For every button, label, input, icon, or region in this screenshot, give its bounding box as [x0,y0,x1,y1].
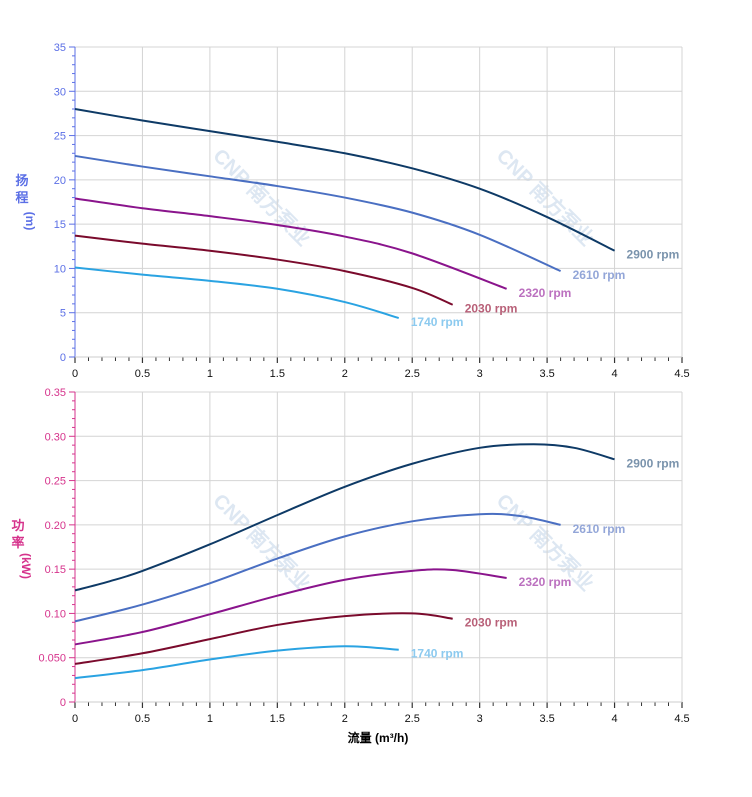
series-label: 2030 rpm [465,616,518,630]
x-axis-label: 流量 (m³/h) [348,730,409,745]
series-label: 2610 rpm [573,268,626,282]
series-label: 2900 rpm [627,456,680,470]
y-tick-label: 15 [54,219,66,231]
x-tick-label: 2 [342,713,348,725]
series-label: 1740 rpm [411,647,464,661]
x-tick-label: 4 [611,368,617,380]
y-tick-label: 0.050 [38,653,66,665]
series-line-2900-rpm [74,108,616,252]
y-tick-label: 0.15 [45,564,66,576]
series-label: 2610 rpm [573,522,626,536]
series-line-2320-rpm [74,568,507,646]
series-line-2610-rpm [74,512,561,623]
y-axis-label: 功 [11,518,24,533]
y-tick-label: 35 [54,42,66,54]
y-tick-label: 0.30 [45,431,66,443]
series-line-2320-rpm [74,197,507,290]
y-tick-label: 0.25 [45,476,66,488]
watermark-logo: CNP 南方泵业 [209,144,316,251]
x-tick-label: 3.5 [539,368,554,380]
x-tick-label: 1 [207,368,213,380]
y-tick-label: 0.35 [45,387,66,399]
x-tick-label: 4.5 [674,368,689,380]
y-axis-unit: (m) [23,212,37,231]
x-tick-label: 0 [72,713,78,725]
y-tick-label: 30 [54,86,66,98]
y-tick-label: 0.20 [45,520,66,532]
x-tick-label: 2.5 [405,713,420,725]
y-tick-label: 0 [60,697,66,709]
y-axis-label: 率 [11,535,24,550]
x-tick-label: 0 [72,368,78,380]
series-line-1740-rpm [74,266,400,319]
x-tick-label: 1.5 [270,368,285,380]
series-line-2030-rpm [74,612,453,665]
x-tick-label: 0.5 [135,713,150,725]
series-label: 2320 rpm [519,575,572,589]
y-tick-label: 25 [54,131,66,143]
y-tick-label: 20 [54,175,66,187]
y-axis-unit: (kW) [19,553,33,579]
y-tick-label: 10 [54,263,66,275]
x-tick-label: 3 [477,713,483,725]
series-line-2610-rpm [74,154,562,272]
series-label: 2900 rpm [627,248,680,262]
x-tick-label: 1.5 [270,713,285,725]
y-tick-label: 0 [60,352,66,364]
x-tick-label: 3.5 [539,713,554,725]
x-tick-label: 2 [342,368,348,380]
y-tick-label: 5 [60,308,66,320]
x-tick-label: 3 [477,368,483,380]
x-tick-label: 1 [207,713,213,725]
x-tick-label: 2.5 [405,368,420,380]
series-label: 1740 rpm [411,315,464,329]
series-label: 2030 rpm [465,302,518,316]
x-tick-label: 4.5 [674,713,689,725]
y-axis-label: 程 [15,190,28,205]
x-tick-label: 0.5 [135,368,150,380]
y-tick-label: 0.10 [45,608,66,620]
series-line-2030-rpm [74,234,454,306]
y-axis-label: 扬 [15,173,28,188]
series-label: 2320 rpm [519,286,572,300]
series-line-2900-rpm [74,443,615,592]
series-line-1740-rpm [74,645,399,680]
x-tick-label: 4 [611,713,617,725]
